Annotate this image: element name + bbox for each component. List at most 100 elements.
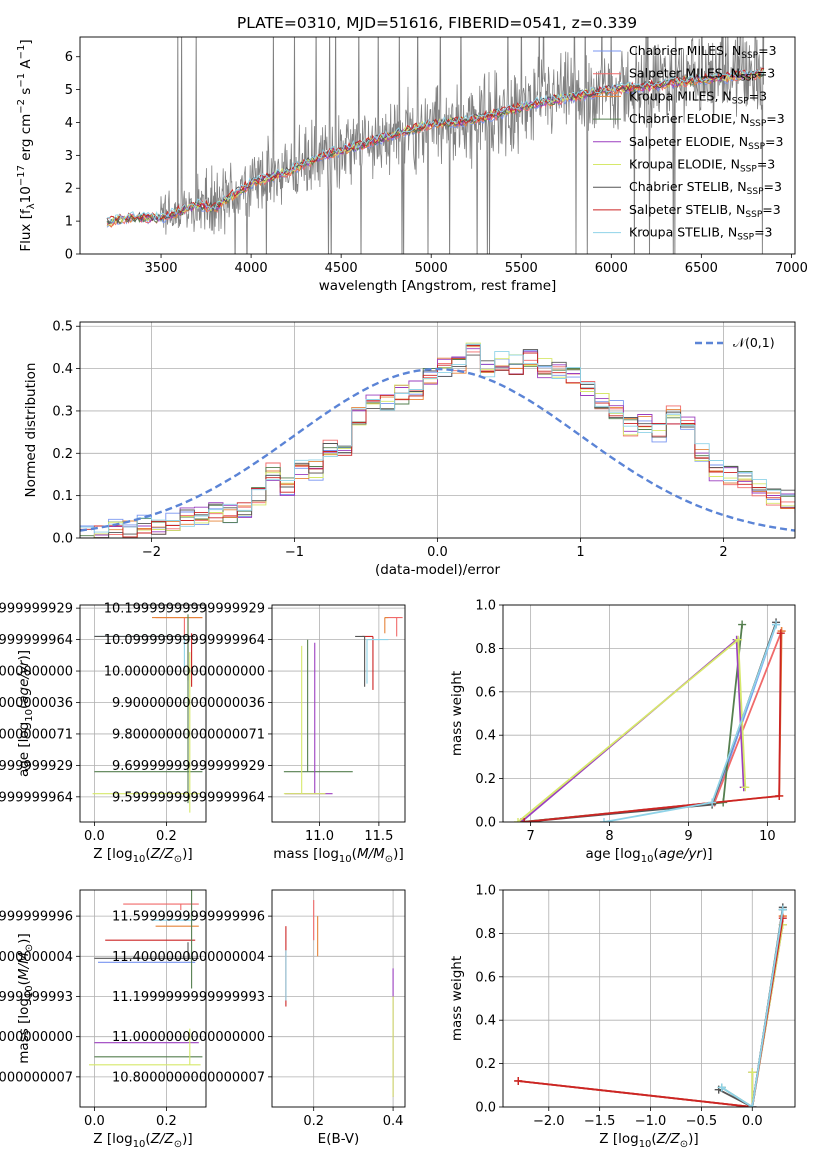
- x-tick-label: 0.0: [84, 829, 105, 844]
- legend-label: Salpeter MILES, NSSP=3: [629, 66, 775, 84]
- label-part: (: [16, 704, 32, 709]
- x-tick-label: 5000: [415, 261, 448, 276]
- y-tick-label: 0.2: [475, 1057, 496, 1072]
- label-part: ⊙: [24, 944, 35, 952]
- plot-area: [513, 618, 786, 822]
- axes-frame: [79, 321, 796, 539]
- label-part: Chabrier ELODIE, N: [629, 111, 749, 126]
- histogram-9: [80, 343, 795, 533]
- legend-label: 𝒩(0,1): [733, 335, 775, 350]
- x-tick-label: 1: [576, 545, 584, 560]
- x-axis-label: E(B-V): [318, 1131, 360, 1147]
- label-part: (: [352, 846, 357, 862]
- y-tick-label: 0.0: [475, 1101, 496, 1116]
- label-part: ⊙: [174, 854, 182, 865]
- x-tick-label: 0.2: [303, 1114, 324, 1129]
- label-part: M/M: [357, 846, 385, 862]
- x-tick-label: 0.0: [427, 545, 448, 560]
- label-part: age [log: [585, 846, 640, 862]
- y-axis-label: Normed distribution: [23, 363, 39, 498]
- y-tick-label: 10.09999999999999964: [104, 633, 265, 648]
- label-part: Z [log: [93, 1131, 132, 1147]
- label-part: SSP: [740, 74, 757, 84]
- weight-marker: [708, 798, 717, 807]
- legend-label: Kroupa MILES, NSSP=3: [629, 88, 767, 106]
- label-part: Flux [f: [18, 208, 34, 252]
- legend-label: Chabrier ELODIE, NSSP=3: [629, 111, 785, 129]
- x-tick-label: 7: [526, 829, 534, 844]
- y-tick-label: 9.59999999999999964: [112, 790, 265, 805]
- weight-marker: [514, 1076, 523, 1085]
- x-tick-label: −0.5: [686, 1114, 718, 1129]
- panel-weight-vs-Z: −2.0 −1.5 −1.0 −0.5 0.0 0.0 0.2 0.4 0.6 0.8 1.0 Z […: [449, 884, 796, 1150]
- label-part: −2: [16, 99, 27, 114]
- x-tick-label: 5500: [505, 261, 538, 276]
- plot-area: [89, 890, 203, 1066]
- label-part: SSP: [747, 187, 764, 197]
- model-line-9: [106, 69, 765, 223]
- y-tick-label: 1.0: [475, 884, 496, 899]
- legend-label: Salpeter STELIB, NSSP=3: [629, 202, 781, 220]
- plot-area: [106, 37, 765, 254]
- label-part: 10: [133, 854, 146, 865]
- label-part: 10: [641, 854, 654, 865]
- label-part: age/yr: [659, 846, 704, 862]
- label-part: SSP: [741, 51, 758, 61]
- y-tick-label: 10.00000000000000000: [104, 665, 265, 680]
- x-tick-label: 11.5: [364, 829, 393, 844]
- y-tick-label: 0.6: [475, 685, 496, 700]
- weight-marker: [518, 818, 527, 822]
- y-tick-label: 9.90000000000000036: [0, 696, 73, 711]
- label-part: SSP: [737, 233, 754, 243]
- x-tick-label: 6000: [595, 261, 628, 276]
- histogram-4: [80, 344, 795, 538]
- label-part: (: [653, 846, 658, 862]
- label-part: =3: [757, 157, 775, 172]
- legend-label: Kroupa ELODIE, NSSP=3: [629, 157, 775, 175]
- label-part: )]: [182, 1131, 193, 1147]
- label-part: Kroupa STELIB, N: [629, 225, 737, 240]
- y-tick-label: 11.1999999999999993: [0, 990, 73, 1005]
- label-part: )]: [182, 846, 193, 862]
- x-tick-label: −1.0: [635, 1114, 667, 1129]
- y-tick-label: 0.8: [475, 927, 496, 942]
- label-part: =3: [766, 111, 784, 126]
- label-part: =3: [758, 43, 776, 58]
- panel-spectrum: 3500 4000 4500 5000 5500 6000 6500 7000 0 1 2 3 4 5 6 w…: [16, 36, 808, 294]
- x-tick-label: 4000: [235, 261, 268, 276]
- axes-frame: [271, 889, 406, 1108]
- x-tick-label: 0.4: [383, 1114, 404, 1129]
- y-tick-label: 10.8000000000000007: [0, 1070, 73, 1085]
- y-tick-label: 0.8: [475, 642, 496, 657]
- y-tick-label: 0.6: [475, 970, 496, 985]
- plot-area: [80, 342, 795, 538]
- x-tick-label: 0.0: [742, 1114, 763, 1129]
- weight-marker: [741, 783, 750, 792]
- label-part: 10: [18, 186, 34, 203]
- label-part: =3: [764, 179, 782, 194]
- x-tick-label: 0.2: [156, 829, 177, 844]
- label-part: =3: [762, 202, 780, 217]
- y-tick-label: 10.09999999999999964: [0, 633, 73, 648]
- label-part: (: [651, 1131, 656, 1147]
- y-tick-label: 11.5999999999999996: [112, 910, 265, 925]
- x-axis-label: age [log10(age/yr)]: [585, 846, 712, 865]
- axes-frame: [502, 604, 796, 823]
- y-tick-label: 5: [65, 83, 73, 98]
- label-part: 10: [24, 985, 35, 998]
- label-part: =3: [757, 66, 775, 81]
- label-part: Salpeter MILES, N: [629, 66, 740, 81]
- axes-frame: [79, 604, 207, 823]
- y-tick-label: 10.00000000000000000: [0, 665, 73, 680]
- legend-label: Chabrier STELIB, NSSP=3: [629, 179, 782, 197]
- weight-marker: [734, 635, 743, 644]
- weight-marker: [520, 818, 529, 822]
- label-part: )]: [393, 846, 404, 862]
- label-part: Z [log: [599, 1131, 638, 1147]
- label-part: SSP: [740, 165, 757, 175]
- legend-label: Kroupa STELIB, NSSP=3: [629, 225, 773, 243]
- axes-frame: [271, 604, 406, 823]
- label-part: ]: [18, 39, 34, 44]
- y-tick-label: 0.2: [475, 772, 496, 787]
